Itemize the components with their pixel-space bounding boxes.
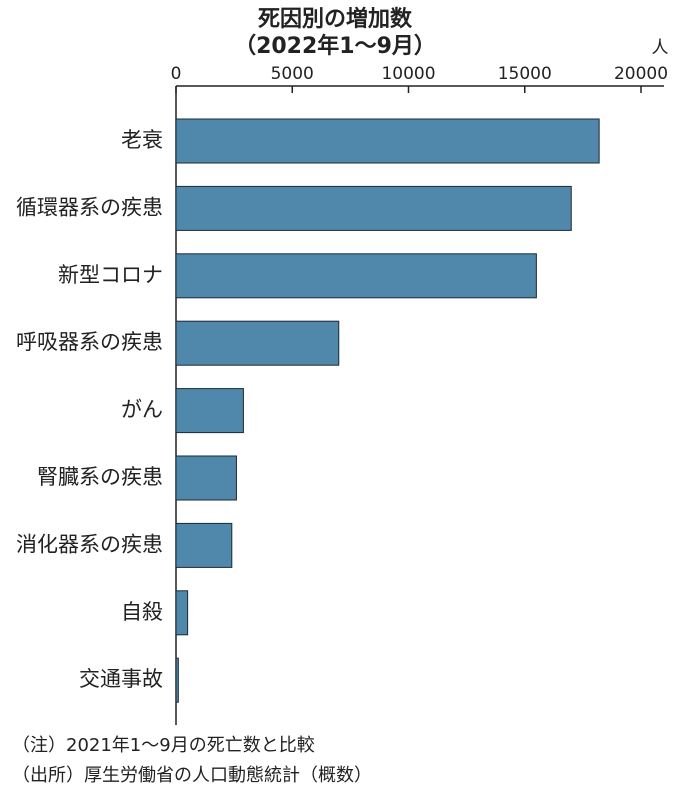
category-label: 交通事故: [79, 667, 163, 691]
bar: [175, 388, 244, 434]
chart-title: 死因別の増加数: [258, 6, 413, 32]
category-label: 自殺: [121, 600, 163, 624]
x-tick-label: 10000: [381, 64, 435, 84]
category-label: 消化器系の疾患: [16, 532, 163, 556]
category-label: 老衰: [121, 128, 163, 152]
bar: [175, 185, 572, 231]
category-label: 呼吸器系の疾患: [16, 330, 163, 354]
bar: [175, 118, 600, 164]
x-tick-label: 0: [171, 64, 182, 84]
bar: [175, 320, 340, 366]
category-label: 循環器系の疾患: [16, 195, 163, 219]
x-tick-label: 20000: [614, 64, 668, 84]
x-tick-label: 15000: [498, 64, 552, 84]
bar: [175, 657, 179, 703]
unit-label: 人: [652, 38, 669, 58]
chart-subtitle: （2022年1～9月）: [234, 33, 436, 59]
category-label: 腎臓系の疾患: [37, 465, 163, 489]
bar: [175, 253, 537, 299]
bar: [175, 522, 233, 568]
category-label: がん: [121, 398, 163, 422]
x-tick-label: 5000: [271, 64, 314, 84]
bar: [175, 590, 189, 636]
source: （出所）厚生労働省の人口動態統計（概数）: [12, 765, 372, 786]
bar: [175, 455, 237, 501]
category-label: 新型コロナ: [58, 263, 163, 287]
note: （注）2021年1～9月の死亡数と比較: [12, 735, 315, 756]
